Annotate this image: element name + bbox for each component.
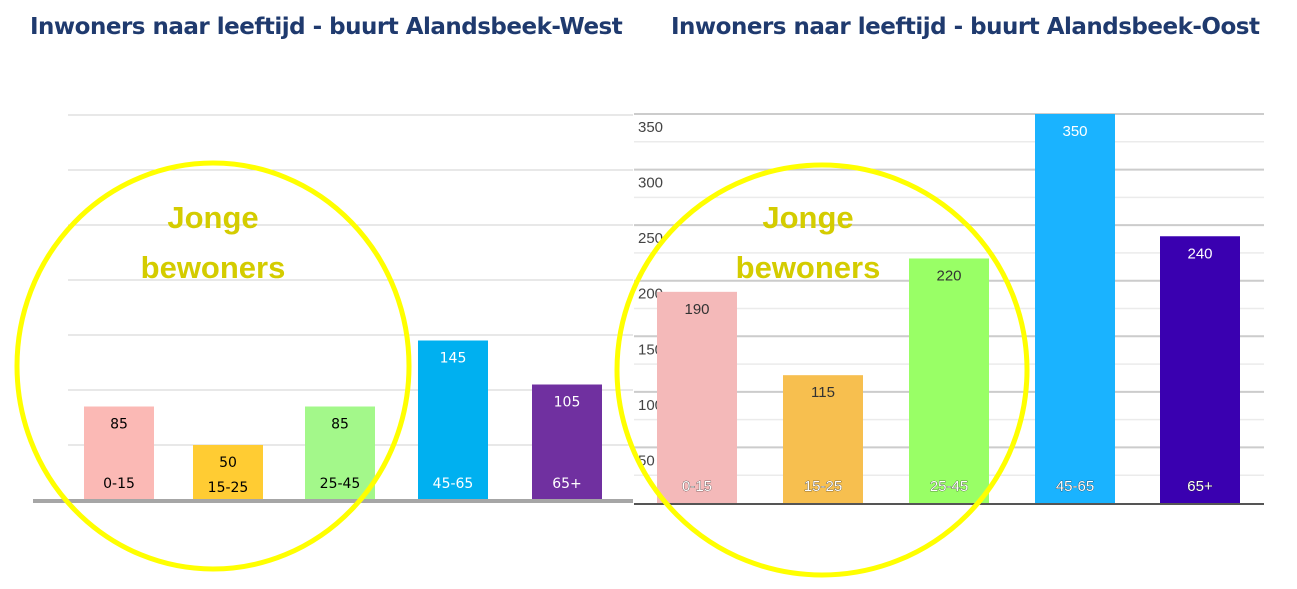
chart-title-west: Inwoners naar leeftijd - buurt Alandsbee… bbox=[30, 14, 623, 40]
data-label: 50 bbox=[219, 455, 237, 471]
data-label: 220 bbox=[936, 267, 961, 284]
x-tick-label: 15-25 bbox=[804, 478, 842, 495]
bar-45-65 bbox=[418, 340, 488, 500]
x-tick-label: 25-45 bbox=[930, 478, 968, 495]
data-label: 85 bbox=[110, 417, 128, 433]
data-label: 240 bbox=[1187, 245, 1212, 262]
y-tick-label: 300 bbox=[638, 175, 663, 192]
data-label: 145 bbox=[440, 351, 467, 367]
x-tick-label: 65+ bbox=[552, 476, 582, 492]
data-label: 350 bbox=[1062, 123, 1087, 140]
data-label: 105 bbox=[554, 395, 581, 411]
bar-15-25 bbox=[193, 445, 263, 500]
highlight-circle bbox=[614, 162, 1030, 578]
x-tick-label: 65+ bbox=[1187, 478, 1213, 495]
bar-0-15 bbox=[84, 406, 154, 500]
y-tick-label: 150 bbox=[638, 341, 663, 358]
bar-25-45 bbox=[909, 258, 989, 503]
annotation-text: bewoners bbox=[736, 250, 881, 285]
annotation-text: bewoners bbox=[141, 250, 286, 285]
chart-title-oost: Inwoners naar leeftijd - buurt Alandsbee… bbox=[671, 14, 1260, 40]
x-tick-label: 45-65 bbox=[433, 476, 474, 492]
annotation-text: Jonge bbox=[762, 200, 853, 235]
bar-45-65 bbox=[1035, 114, 1115, 503]
y-tick-label: 200 bbox=[638, 286, 663, 303]
bar-65+ bbox=[532, 384, 602, 500]
x-tick-label: 0-15 bbox=[103, 476, 135, 492]
x-tick-label: 45-65 bbox=[1056, 478, 1094, 495]
data-label: 190 bbox=[684, 301, 709, 318]
y-tick-label: 100 bbox=[638, 397, 663, 414]
bar-65+ bbox=[1160, 236, 1240, 503]
x-tick-label: 0-15 bbox=[682, 478, 712, 495]
x-tick-label: 15-25 bbox=[208, 480, 249, 496]
bar-0-15 bbox=[657, 291, 737, 503]
y-tick-label: 350 bbox=[638, 119, 663, 136]
y-tick-label: 250 bbox=[638, 230, 663, 247]
highlight-circle bbox=[14, 160, 412, 572]
annotation-text: Jonge bbox=[167, 200, 258, 235]
data-label: 115 bbox=[811, 384, 835, 401]
x-tick-label: 25-45 bbox=[320, 476, 361, 492]
bar-25-45 bbox=[305, 406, 375, 500]
bar-15-25 bbox=[783, 375, 863, 503]
data-label: 85 bbox=[331, 417, 349, 433]
